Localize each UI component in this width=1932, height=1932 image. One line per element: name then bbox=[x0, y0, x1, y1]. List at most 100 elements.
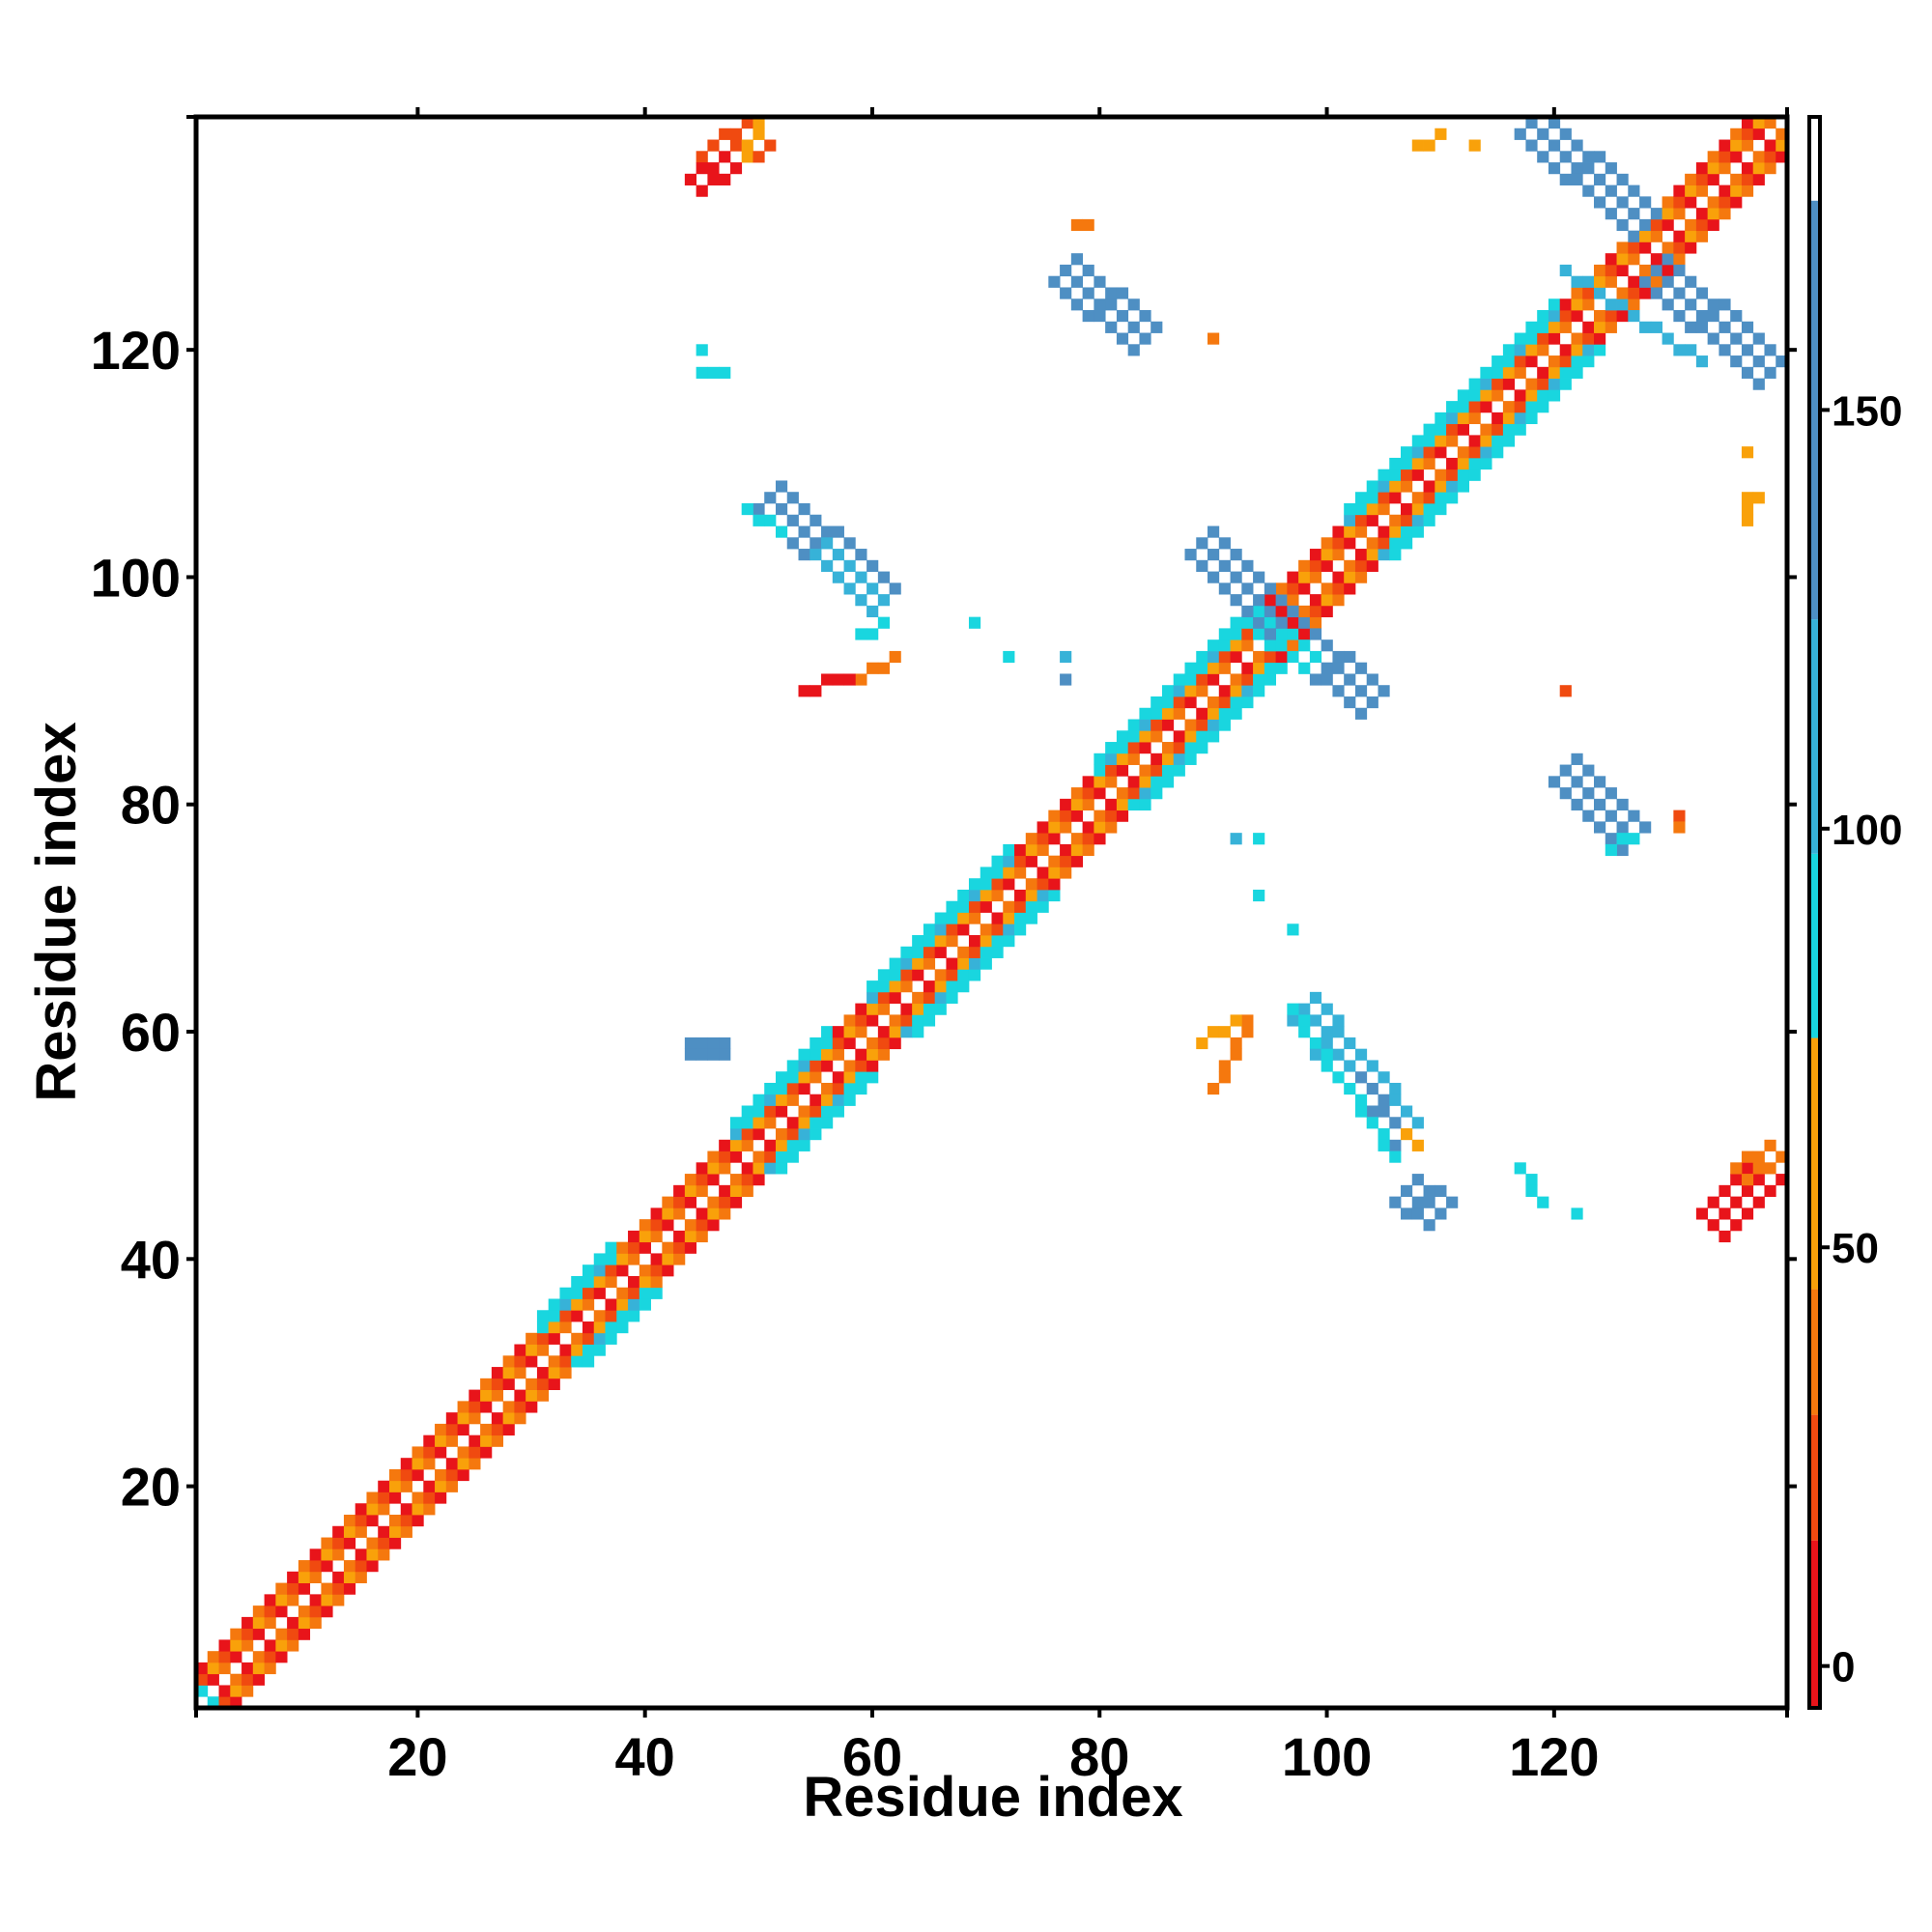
heatmap-cell bbox=[1639, 821, 1652, 834]
heatmap-cell bbox=[1582, 810, 1595, 822]
heatmap-cell bbox=[1298, 605, 1311, 618]
heatmap-cell bbox=[1673, 821, 1686, 834]
heatmap-cell bbox=[1173, 764, 1185, 777]
heatmap-cell bbox=[1559, 128, 1572, 140]
heatmap-cell bbox=[980, 889, 992, 902]
heatmap-cell bbox=[1082, 218, 1094, 232]
heatmap-cell bbox=[491, 1435, 504, 1447]
heatmap-cell bbox=[1184, 753, 1197, 765]
heatmap-cell bbox=[343, 1571, 356, 1583]
heatmap-cell bbox=[1389, 1117, 1402, 1129]
heatmap-cell bbox=[707, 162, 720, 175]
heatmap-cell bbox=[1605, 321, 1617, 333]
heatmap-cell bbox=[1525, 355, 1538, 368]
heatmap-cell bbox=[1514, 332, 1526, 345]
heatmap-cell bbox=[1730, 151, 1743, 163]
heatmap-cell bbox=[1730, 1174, 1743, 1186]
heatmap-cell bbox=[571, 1355, 583, 1368]
heatmap-cell bbox=[1639, 230, 1652, 242]
heatmap-cell bbox=[526, 1378, 538, 1390]
heatmap-cell bbox=[707, 173, 720, 185]
heatmap-cell bbox=[1354, 1105, 1368, 1118]
heatmap-cell bbox=[1719, 208, 1731, 220]
heatmap-cell bbox=[832, 1071, 844, 1084]
heatmap-cell bbox=[1685, 218, 1697, 232]
heatmap-cell bbox=[1060, 855, 1072, 867]
heatmap-cell bbox=[445, 1458, 458, 1470]
heatmap-cell bbox=[900, 1014, 913, 1027]
heatmap-cell bbox=[400, 1503, 412, 1516]
heatmap-cell bbox=[1082, 798, 1094, 811]
heatmap-cell bbox=[1060, 287, 1072, 299]
heatmap-cell bbox=[1628, 833, 1640, 845]
heatmap-cell bbox=[1366, 502, 1378, 516]
heatmap-cell bbox=[491, 1367, 504, 1379]
heatmap-cell bbox=[1196, 650, 1208, 664]
heatmap-cell bbox=[968, 889, 981, 902]
heatmap-cell bbox=[719, 1037, 731, 1050]
heatmap-cell bbox=[264, 1651, 276, 1663]
heatmap-cell bbox=[1764, 344, 1776, 356]
heatmap-cell bbox=[445, 1435, 458, 1447]
heatmap-cell bbox=[1548, 355, 1561, 368]
heatmap-cell bbox=[1492, 355, 1504, 368]
heatmap-cell bbox=[810, 1128, 822, 1141]
heatmap-cell bbox=[230, 1651, 242, 1663]
heatmap-cell bbox=[1241, 559, 1254, 572]
heatmap-cell bbox=[1094, 787, 1106, 800]
heatmap-cell bbox=[1639, 242, 1652, 254]
heatmap-cell bbox=[889, 969, 901, 981]
heatmap-cell bbox=[1582, 332, 1595, 345]
heatmap-cell bbox=[1582, 344, 1595, 356]
heatmap-cell bbox=[877, 594, 891, 607]
heatmap-cell bbox=[1378, 469, 1390, 481]
heatmap-cell bbox=[707, 1048, 720, 1061]
heatmap-cell bbox=[1184, 549, 1197, 561]
heatmap-cell bbox=[991, 923, 1004, 936]
heatmap-cell bbox=[1298, 662, 1311, 674]
heatmap-cell bbox=[912, 991, 924, 1005]
heatmap-cell bbox=[1457, 401, 1469, 413]
heatmap-cell bbox=[1594, 798, 1606, 811]
heatmap-cell bbox=[1571, 287, 1583, 299]
heatmap-cell bbox=[343, 1582, 356, 1595]
heatmap-cell bbox=[1082, 776, 1094, 788]
heatmap-cell bbox=[400, 1458, 412, 1470]
heatmap-cell bbox=[1344, 537, 1356, 550]
heatmap-cell bbox=[991, 855, 1004, 867]
heatmap-cell bbox=[1208, 1026, 1220, 1038]
heatmap-cell bbox=[593, 1332, 606, 1345]
heatmap-cell bbox=[696, 162, 708, 175]
heatmap-cell bbox=[980, 878, 992, 891]
colorbar-tick-label: 150 bbox=[1832, 387, 1902, 435]
heatmap-cell bbox=[1332, 594, 1345, 607]
heatmap-cell bbox=[729, 1139, 743, 1151]
heatmap-cell bbox=[707, 1037, 720, 1050]
heatmap-cell bbox=[1230, 616, 1242, 629]
heatmap-cell bbox=[230, 1696, 242, 1709]
heatmap-cell bbox=[423, 1458, 436, 1470]
heatmap-cell bbox=[1344, 673, 1356, 686]
heatmap-cell bbox=[741, 1184, 753, 1197]
heatmap-cell bbox=[1321, 605, 1333, 618]
heatmap-cell bbox=[1105, 753, 1118, 765]
heatmap-cell bbox=[867, 582, 879, 595]
heatmap-cell bbox=[662, 1241, 674, 1254]
heatmap-cell bbox=[230, 1628, 242, 1640]
heatmap-cell bbox=[1525, 344, 1538, 356]
heatmap-cell bbox=[1435, 423, 1447, 436]
heatmap-cell bbox=[1241, 662, 1254, 674]
heatmap-cell bbox=[1468, 389, 1481, 402]
heatmap-cell bbox=[1366, 537, 1378, 550]
heatmap-cell bbox=[1173, 742, 1185, 754]
heatmap-cell bbox=[1253, 673, 1265, 686]
heatmap-cell bbox=[1492, 412, 1504, 425]
heatmap-cell bbox=[1218, 696, 1231, 709]
heatmap-cell bbox=[1401, 469, 1413, 481]
heatmap-cell bbox=[1264, 639, 1276, 652]
heatmap-cell bbox=[536, 1378, 550, 1390]
heatmap-cell bbox=[1354, 571, 1368, 583]
heatmap-cell bbox=[1423, 1184, 1435, 1197]
heatmap-cell bbox=[934, 969, 947, 981]
heatmap-cell bbox=[729, 1184, 743, 1197]
